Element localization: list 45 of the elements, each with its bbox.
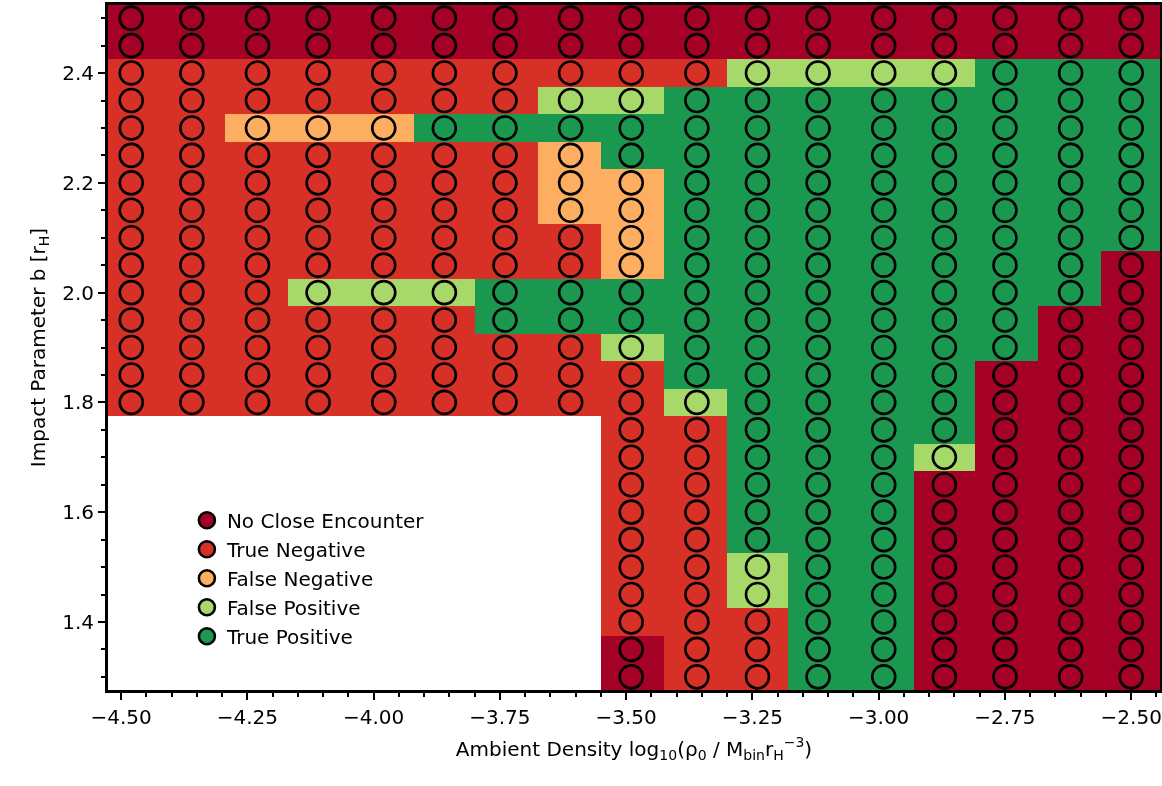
x-tick-label: −4.00 [343,705,405,729]
point [744,60,771,86]
point [431,279,458,306]
x-tick-label: −3.50 [595,705,657,729]
x-tick-label: −3.25 [721,705,784,729]
point [618,197,645,224]
x-tick-label: −3.00 [848,705,910,729]
x-tick-label: −2.75 [974,705,1036,729]
point [618,170,645,196]
legend-label: False Positive [226,596,361,621]
point [618,252,645,278]
point [618,87,645,114]
point [744,554,771,580]
legend-label: False Negative [226,567,374,592]
point [931,444,958,471]
point [744,581,771,608]
point [557,87,584,114]
y-tick-label: 1.4 [62,609,94,634]
point [557,142,584,169]
point [370,279,397,306]
point [870,60,897,86]
legend-label: True Positive [225,625,353,650]
y-tick-label: 2.4 [62,61,94,86]
point [370,115,397,141]
point [305,279,331,306]
point [931,60,958,86]
point [805,60,831,86]
point [618,334,645,361]
y-tick-label: 2.2 [62,170,94,195]
point [305,115,331,141]
x-tick-label: −3.75 [469,705,531,729]
point [684,389,710,416]
y-tick-label: 1.8 [62,390,94,415]
y-tick-label: 1.6 [62,500,94,525]
x-tick-label: −4.25 [216,705,279,729]
point [557,197,584,224]
point [244,115,271,141]
legend-label: No Close Encounter [226,509,425,534]
legend-label: True Negative [225,538,366,563]
x-tick-label: −4.50 [90,705,152,729]
text: Ambient Density log$_{10}$(ρ$_{0}$ / M$_{bin}$r$_{H}$$^{−3}$) [455,734,813,763]
y-tick-label: 2.0 [62,280,94,305]
point [557,170,584,196]
point [618,224,645,251]
x-tick-label: −2.50 [1100,705,1162,729]
